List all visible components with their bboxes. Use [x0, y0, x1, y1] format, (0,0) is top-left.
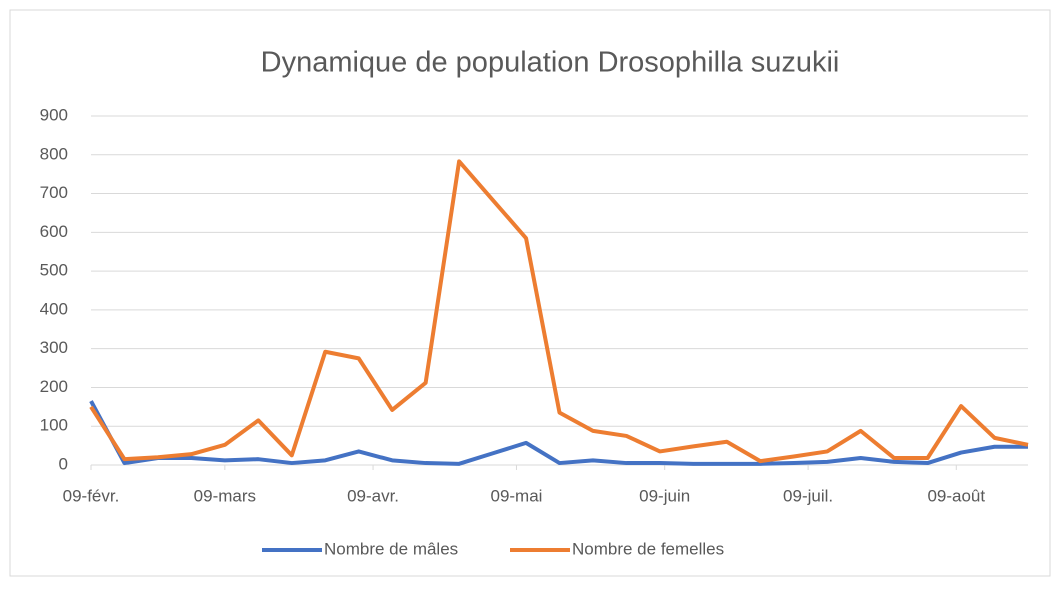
y-tick-label: 400: [40, 299, 68, 318]
x-tick-label: 09-févr.: [63, 486, 120, 505]
y-tick-label: 200: [40, 377, 68, 396]
x-tick-label: 09-juin: [639, 486, 690, 505]
series-line: [89, 159, 1029, 464]
x-tick-label: 09-mai: [490, 486, 542, 505]
y-tick-label: 300: [40, 338, 68, 357]
y-tick-label: 700: [40, 183, 68, 202]
x-tick-label: 09-mars: [194, 486, 256, 505]
x-tick-label: 09-août: [927, 486, 985, 505]
chart-border: [9, 9, 1051, 577]
legend-label: Nombre de femelles: [572, 539, 724, 558]
series-line: [89, 400, 1028, 466]
y-tick-label: 800: [40, 144, 68, 163]
y-tick-label: 0: [59, 454, 68, 473]
x-tick-label: 09-avr.: [347, 486, 399, 505]
y-tick-label: 900: [40, 105, 68, 124]
y-tick-label: 500: [40, 261, 68, 280]
y-tick-label: 100: [40, 416, 68, 435]
y-tick-label: 600: [40, 222, 68, 241]
chart-title: Dynamique de population Drosophilla suzu…: [261, 47, 840, 79]
legend-label: Nombre de mâles: [324, 539, 458, 558]
x-tick-label: 09-juil.: [783, 486, 833, 505]
